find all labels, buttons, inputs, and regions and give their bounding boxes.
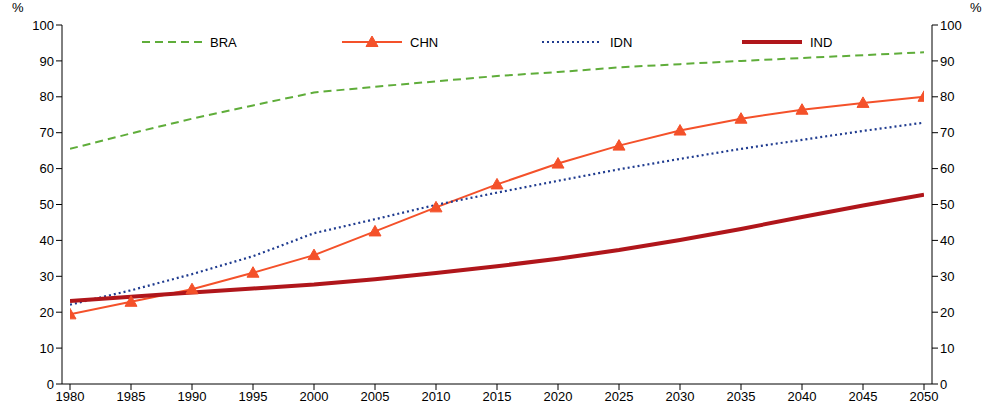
svg-text:20: 20 [940,305,954,320]
svg-text:40: 40 [40,233,54,248]
svg-text:2050: 2050 [910,389,939,404]
svg-text:2040: 2040 [788,389,817,404]
svg-text:2005: 2005 [361,389,390,404]
svg-text:2015: 2015 [483,389,512,404]
svg-text:80: 80 [940,89,954,104]
svg-text:100: 100 [940,18,962,33]
svg-text:0: 0 [47,377,54,392]
svg-text:2010: 2010 [422,389,451,404]
svg-text:60: 60 [940,161,954,176]
svg-text:0: 0 [940,377,947,392]
svg-text:1990: 1990 [178,389,207,404]
svg-text:30: 30 [940,269,954,284]
svg-text:2045: 2045 [849,389,878,404]
html-text:CHN: CHN [410,34,439,50]
svg-text:2025: 2025 [605,389,634,404]
html-text:IDN: IDN [610,34,633,50]
svg-text:10: 10 [940,341,954,356]
svg-text:20: 20 [40,305,54,320]
svg-text:70: 70 [940,125,954,140]
svg-text:2035: 2035 [727,389,756,404]
svg-text:50: 50 [40,197,54,212]
svg-text:90: 90 [940,54,954,69]
svg-text:50: 50 [940,197,954,212]
svg-text:2030: 2030 [666,389,695,404]
svg-text:2000: 2000 [300,389,329,404]
svg-text:1985: 1985 [117,389,146,404]
svg-text:2020: 2020 [544,389,573,404]
svg-text:10: 10 [40,341,54,356]
svg-text:60: 60 [40,161,54,176]
svg-text:40: 40 [940,233,954,248]
svg-text:100: 100 [32,18,54,33]
svg-text:80: 80 [40,89,54,104]
html-text:IND: IND [810,34,833,50]
svg-text:70: 70 [40,125,54,140]
svg-text:90: 90 [40,54,54,69]
svg-text:30: 30 [40,269,54,284]
svg-text:1995: 1995 [239,389,268,404]
svg-text:1980: 1980 [56,389,85,404]
html-text:BRA: BRA [210,34,237,50]
